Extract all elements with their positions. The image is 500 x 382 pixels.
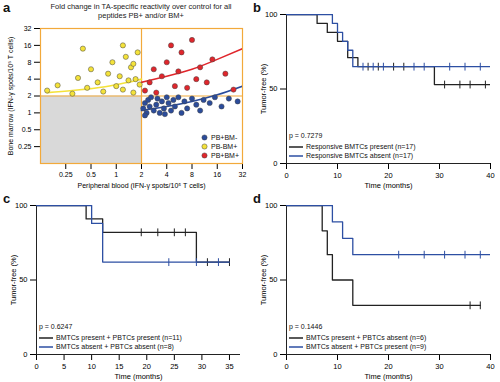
svg-text:0: 0 xyxy=(34,362,38,371)
svg-text:16: 16 xyxy=(213,171,221,178)
svg-text:5: 5 xyxy=(62,362,66,371)
svg-text:32: 32 xyxy=(24,25,32,32)
svg-text:35: 35 xyxy=(225,362,233,371)
html-text:BMTCs present + PBTCs absent (: BMTCs present + PBTCs absent (n=6) xyxy=(306,334,427,341)
html-text:Fold change in TA-specific rea: Fold change in TA-specific reactivity ov… xyxy=(50,2,232,20)
svg-text:10: 10 xyxy=(87,362,95,371)
svg-text:100: 100 xyxy=(265,10,278,19)
svg-text:0: 0 xyxy=(284,171,288,180)
svg-text:30: 30 xyxy=(435,171,443,180)
svg-text:10: 10 xyxy=(333,362,341,371)
svg-text:0.5: 0.5 xyxy=(22,126,32,133)
svg-text:8: 8 xyxy=(190,171,194,178)
html-text:a: a xyxy=(3,0,11,15)
svg-text:40: 40 xyxy=(486,171,494,180)
svg-text:0: 0 xyxy=(23,350,27,359)
svg-text:Bone marrow (IFN-γ spots/10⁵ T: Bone marrow (IFN-γ spots/10⁵ T cells) xyxy=(7,37,15,156)
svg-text:16: 16 xyxy=(24,42,32,49)
svg-text:2: 2 xyxy=(140,171,144,178)
svg-text:Time (months): Time (months) xyxy=(364,181,413,190)
svg-text:30: 30 xyxy=(435,362,443,371)
html-text:Responsive BMTCs present (n=17: Responsive BMTCs present (n=17) xyxy=(306,143,416,150)
svg-text:30: 30 xyxy=(198,362,206,371)
html-text:BMTCs absent + PBTCs absent (n: BMTCs absent + PBTCs absent (n=8) xyxy=(56,343,174,350)
html-text:BMTCs absent + PBTCs present (: BMTCs absent + PBTCs present (n=9) xyxy=(306,343,427,350)
html-text:p = 0.1446: p = 0.1446 xyxy=(289,323,323,330)
svg-text:1: 1 xyxy=(114,171,118,178)
html-text:c: c xyxy=(3,191,11,206)
svg-text:4: 4 xyxy=(165,171,169,178)
svg-text:25: 25 xyxy=(170,362,178,371)
svg-text:50: 50 xyxy=(19,275,27,284)
html-text:PB+BM+: PB+BM+ xyxy=(211,152,239,159)
html-text:Responsive BMTCs absent (n=17): Responsive BMTCs absent (n=17) xyxy=(306,152,414,159)
svg-text:Tumor-free (%): Tumor-free (%) xyxy=(259,254,268,305)
svg-text:32: 32 xyxy=(239,171,247,178)
svg-text:0: 0 xyxy=(284,362,288,371)
svg-text:0.5: 0.5 xyxy=(86,171,96,178)
svg-text:100: 100 xyxy=(265,201,278,210)
svg-text:100: 100 xyxy=(15,201,28,210)
svg-text:1: 1 xyxy=(28,109,32,116)
svg-text:4: 4 xyxy=(28,75,32,82)
html-text:b: b xyxy=(253,0,261,15)
svg-text:20: 20 xyxy=(384,362,392,371)
svg-text:0: 0 xyxy=(273,350,277,359)
svg-text:50: 50 xyxy=(269,84,277,93)
svg-text:0: 0 xyxy=(273,159,277,168)
svg-text:0.25: 0.25 xyxy=(18,143,32,150)
html-text:p = 0.6247: p = 0.6247 xyxy=(39,323,73,330)
svg-text:Peripheral blood (IFN-γ spots/: Peripheral blood (IFN-γ spots/10⁵ T cell… xyxy=(78,182,206,190)
html-text:p = 0.7279: p = 0.7279 xyxy=(289,132,323,139)
svg-text:40: 40 xyxy=(486,362,494,371)
html-text:PB-BM+: PB-BM+ xyxy=(211,143,238,150)
html-text:BMTCs present + PBTCs present: BMTCs present + PBTCs present (n=11) xyxy=(56,334,182,341)
svg-text:2: 2 xyxy=(28,92,32,99)
svg-text:Tumor-free (%): Tumor-free (%) xyxy=(259,63,268,114)
svg-text:10: 10 xyxy=(333,171,341,180)
svg-text:8: 8 xyxy=(28,58,32,65)
svg-text:15: 15 xyxy=(115,362,123,371)
svg-text:Tumor-free (%): Tumor-free (%) xyxy=(9,254,18,305)
html-text:d: d xyxy=(253,191,261,206)
svg-text:Time (months): Time (months) xyxy=(364,372,413,381)
svg-text:50: 50 xyxy=(269,275,277,284)
svg-text:20: 20 xyxy=(143,362,151,371)
svg-text:20: 20 xyxy=(384,171,392,180)
html-text:PB+BM-: PB+BM- xyxy=(211,134,238,141)
svg-text:Time (months): Time (months) xyxy=(114,372,163,381)
svg-text:0.25: 0.25 xyxy=(59,171,73,178)
